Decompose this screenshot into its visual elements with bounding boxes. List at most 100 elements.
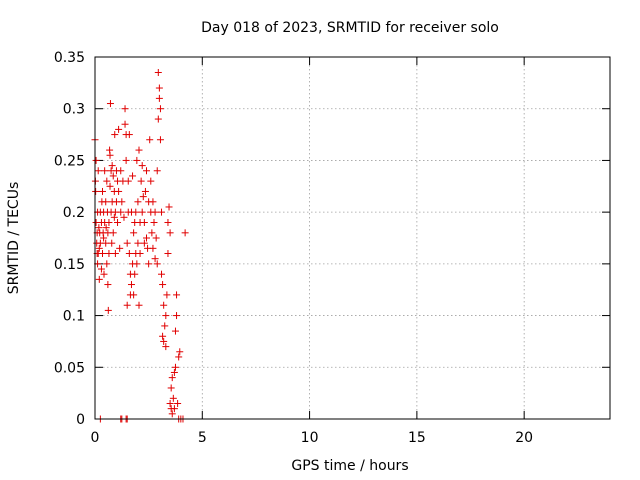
data-point xyxy=(102,239,110,247)
data-point xyxy=(102,198,110,206)
data-point xyxy=(97,265,105,273)
data-point xyxy=(149,198,157,206)
data-point xyxy=(136,250,144,258)
data-point xyxy=(173,312,181,320)
data-point xyxy=(95,224,103,232)
data-point xyxy=(158,208,166,216)
data-point xyxy=(165,203,173,211)
data-point xyxy=(106,182,114,190)
data-point xyxy=(105,218,113,226)
data-point xyxy=(154,69,162,77)
axis-ticks: 0 5 10 15 20 0 0.05 0.1 0.15 0.2 0.25 0.3 0.35 xyxy=(54,50,610,446)
data-point xyxy=(137,177,145,185)
data-point xyxy=(181,229,189,237)
data-point xyxy=(102,224,110,232)
data-point xyxy=(167,384,175,392)
x-tick-label: 20 xyxy=(515,430,533,446)
data-point xyxy=(166,399,174,407)
x-axis-title: GPS time / hours xyxy=(291,458,408,474)
data-point xyxy=(129,172,137,180)
data-point xyxy=(135,146,143,154)
data-point xyxy=(138,162,146,170)
data-point xyxy=(148,229,156,237)
data-point xyxy=(153,260,161,268)
data-point xyxy=(123,301,131,309)
data-point xyxy=(151,208,159,216)
data-point xyxy=(109,229,117,237)
data-point xyxy=(170,405,178,413)
data-point xyxy=(92,156,100,164)
data-point xyxy=(169,394,177,402)
data-point xyxy=(135,301,143,309)
data-point xyxy=(134,239,142,247)
data-point xyxy=(147,177,155,185)
data-point xyxy=(155,84,163,92)
data-point xyxy=(100,234,108,242)
data-point xyxy=(105,250,113,258)
y-tick-label: 0.1 xyxy=(63,309,85,325)
y-tick-label: 0 xyxy=(76,412,85,428)
data-point xyxy=(125,131,133,139)
data-point xyxy=(133,156,141,164)
data-point xyxy=(99,187,107,195)
data-point xyxy=(123,239,131,247)
data-point xyxy=(95,244,103,252)
data-point xyxy=(143,167,150,175)
data-point xyxy=(151,255,159,263)
data-point xyxy=(173,291,181,299)
data-point xyxy=(103,260,111,268)
data-point xyxy=(109,172,117,180)
data-point xyxy=(111,250,119,258)
data-point xyxy=(168,374,176,382)
data-point xyxy=(152,234,160,242)
y-tick-label: 0.3 xyxy=(63,102,85,118)
data-point xyxy=(139,193,147,201)
data-point xyxy=(103,177,111,185)
data-point xyxy=(162,343,170,351)
data-point xyxy=(145,260,153,268)
data-point xyxy=(166,229,174,237)
chart-title: Day 018 of 2023, SRMTID for receiver sol… xyxy=(201,20,499,36)
data-point xyxy=(115,187,123,195)
data-point xyxy=(125,250,133,258)
data-point xyxy=(124,177,132,185)
data-point xyxy=(94,167,102,175)
data-point xyxy=(106,151,114,159)
data-point xyxy=(164,218,172,226)
data-point xyxy=(159,281,167,289)
data-point xyxy=(110,213,118,221)
data-point xyxy=(160,301,168,309)
data-point xyxy=(170,368,178,376)
data-point xyxy=(104,306,112,314)
data-point xyxy=(108,239,116,247)
data-point xyxy=(101,167,109,175)
data-point xyxy=(143,234,150,242)
data-point xyxy=(95,275,103,283)
data-point xyxy=(162,312,170,320)
data-point xyxy=(106,100,114,108)
data-point xyxy=(154,115,162,123)
data-point xyxy=(175,353,183,361)
y-tick-label: 0.2 xyxy=(63,205,85,221)
x-tick-label: 15 xyxy=(408,430,426,446)
data-point xyxy=(134,198,142,206)
x-tick-label: 5 xyxy=(198,430,207,446)
data-point xyxy=(140,218,148,226)
data-point xyxy=(149,244,157,252)
y-tick-label: 0.15 xyxy=(54,257,85,273)
data-point xyxy=(108,162,116,170)
data-point xyxy=(115,125,123,133)
data-point xyxy=(131,270,139,278)
data-points xyxy=(91,69,189,423)
data-point xyxy=(120,213,128,221)
data-point xyxy=(174,399,182,407)
data-point xyxy=(156,105,164,113)
y-axis-title: SRMTID / TECUs xyxy=(6,182,22,295)
data-point xyxy=(121,120,129,128)
grid xyxy=(95,57,610,419)
data-point xyxy=(159,332,167,340)
data-point xyxy=(118,198,126,206)
data-point xyxy=(92,187,100,195)
data-point xyxy=(117,208,125,216)
